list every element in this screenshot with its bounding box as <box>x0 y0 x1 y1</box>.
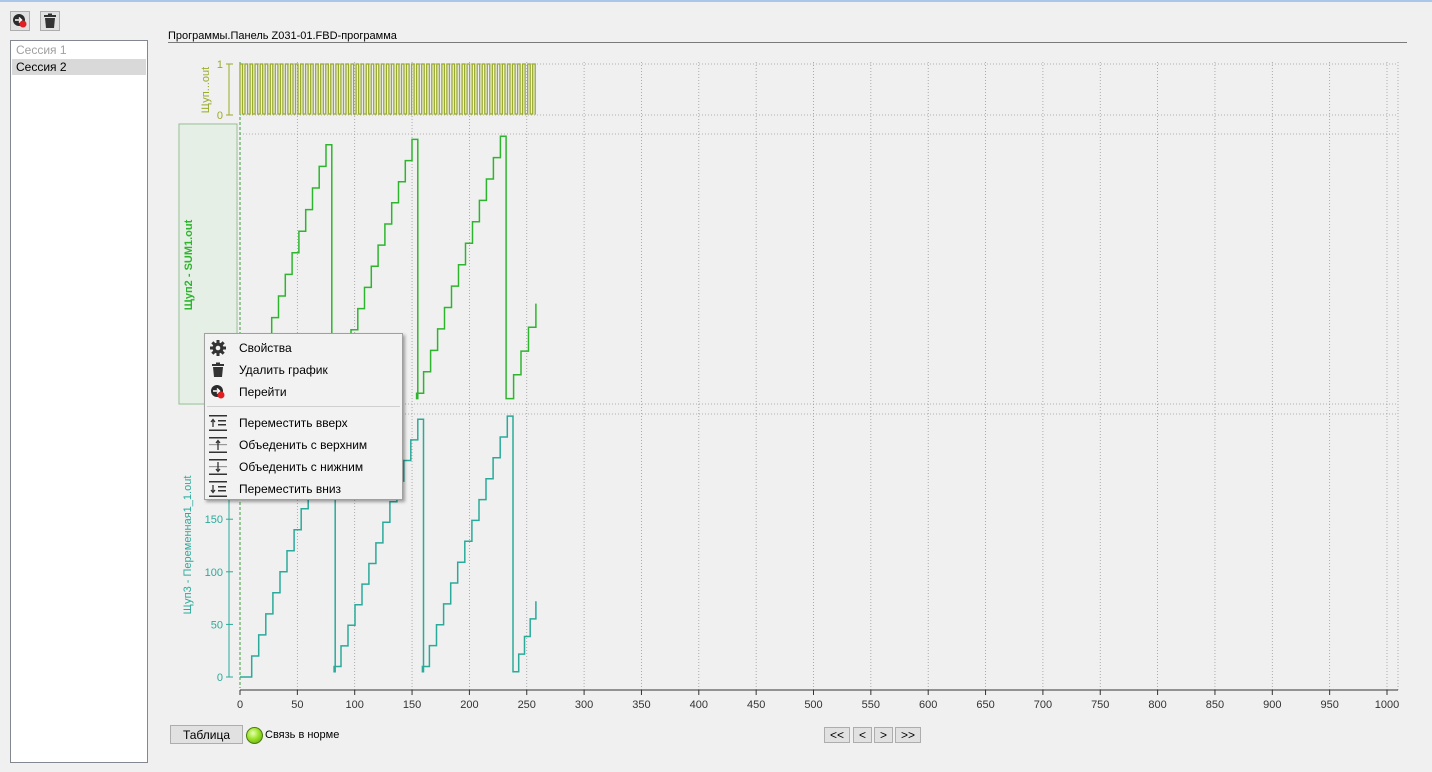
y-tick-label: 1 <box>217 59 223 71</box>
channel-label: Щуп2 - SUM1.out <box>183 219 195 310</box>
nav-last-button[interactable]: >> <box>895 727 921 743</box>
x-tick-label: 250 <box>518 699 536 711</box>
x-tick-label: 300 <box>575 699 593 711</box>
channel-label: Щуп...out <box>200 67 212 113</box>
x-tick-label: 200 <box>460 699 478 711</box>
menu-item-label: Объеденить с верхним <box>239 438 368 452</box>
series-square-wave <box>239 63 536 115</box>
x-tick-label: 950 <box>1320 699 1338 711</box>
menu-item-move-up[interactable]: Переместить вверх <box>205 412 402 434</box>
merge-down-icon <box>209 458 227 476</box>
x-tick-label: 700 <box>1034 699 1052 711</box>
connection-status: Связь в норме <box>246 725 339 745</box>
nav-first-button[interactable]: << <box>824 727 850 743</box>
y-tick-label: 50 <box>211 619 223 631</box>
x-tick-label: 1000 <box>1375 699 1399 711</box>
sessions-list[interactable]: Сессия 1 Сессия 2 <box>10 40 148 763</box>
channel-label: Щуп3 - Переменная1_1.out <box>182 476 194 615</box>
menu-item-merge-up[interactable]: Объеденить с верхним <box>205 434 402 456</box>
menu-item-goto[interactable]: Перейти <box>205 381 402 403</box>
goto-button[interactable] <box>10 11 30 31</box>
series-var1 <box>240 415 537 678</box>
merge-up-icon <box>209 436 227 454</box>
nav-prev-button[interactable]: < <box>853 727 872 743</box>
nav-next-button[interactable]: > <box>874 727 893 743</box>
status-led-icon <box>246 726 263 744</box>
menu-item-move-down[interactable]: Переместить вниз <box>205 478 402 500</box>
program-title: Программы.Панель Z031-01.FBD-программа <box>168 30 397 42</box>
session-item[interactable]: Сессия 1 <box>16 43 67 57</box>
trash-icon <box>44 13 56 28</box>
title-separator <box>168 42 1407 43</box>
x-tick-label: 650 <box>976 699 994 711</box>
y-tick-label: 100 <box>205 567 223 579</box>
window-top-border <box>0 0 1432 2</box>
plot-series <box>239 63 537 678</box>
menu-item-label: Объеденить с нижним <box>239 460 364 474</box>
menu-item-label: Свойства <box>239 341 292 355</box>
menu-item-merge-down[interactable]: Объеденить с нижним <box>205 456 402 478</box>
trash-icon <box>209 361 227 379</box>
menu-item-label: Удалить график <box>239 363 328 377</box>
plot-grid <box>240 62 1399 690</box>
context-menu[interactable]: Свойства Удалить график Перейти Перемест… <box>204 333 403 500</box>
x-tick-label: 100 <box>346 699 364 711</box>
x-tick-label: 500 <box>804 699 822 711</box>
goto-icon <box>13 14 27 28</box>
gear-icon <box>209 339 227 357</box>
x-tick-label: 50 <box>291 699 303 711</box>
x-tick-label: 450 <box>747 699 765 711</box>
delete-button[interactable] <box>40 11 60 31</box>
x-tick-label: 400 <box>690 699 708 711</box>
x-tick-label: 150 <box>403 699 421 711</box>
move-down-icon <box>209 480 227 498</box>
x-tick-label: 850 <box>1206 699 1224 711</box>
x-tick-label: 900 <box>1263 699 1281 711</box>
y-tick-label: 150 <box>205 514 223 526</box>
y-tick-label: 0 <box>217 110 223 122</box>
menu-item-label: Перейти <box>239 385 287 399</box>
x-tick-label: 0 <box>237 699 243 711</box>
menu-item-delete-graph[interactable]: Удалить график <box>205 359 402 381</box>
menu-item-label: Переместить вниз <box>239 482 342 496</box>
status-text: Связь в норме <box>265 729 340 741</box>
series-sum1 <box>240 135 537 405</box>
menu-item-label: Переместить вверх <box>239 416 348 430</box>
x-tick-label: 550 <box>862 699 880 711</box>
x-tick-label: 350 <box>632 699 650 711</box>
menu-item-properties[interactable]: Свойства <box>205 337 402 359</box>
x-tick-label: 800 <box>1148 699 1166 711</box>
table-button[interactable]: Таблица <box>170 725 243 744</box>
y-tick-label: 0 <box>217 672 223 684</box>
move-up-icon <box>209 414 227 432</box>
x-tick-label: 750 <box>1091 699 1109 711</box>
session-item-selected[interactable]: Сессия 2 <box>12 59 146 75</box>
x-tick-label: 600 <box>919 699 937 711</box>
goto-icon <box>209 383 227 401</box>
menu-separator <box>207 406 400 407</box>
